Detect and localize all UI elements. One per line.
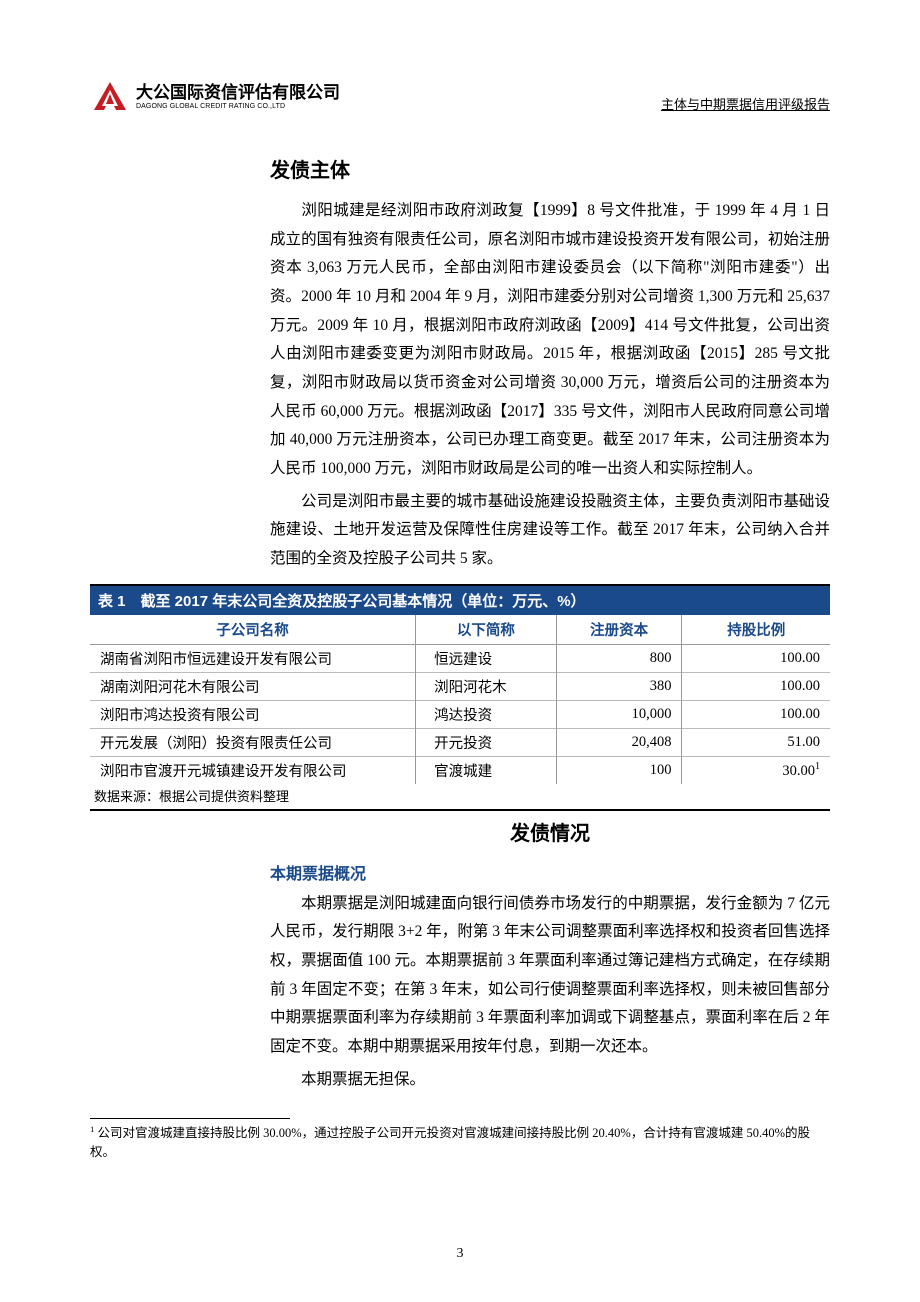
footnote-1: 1 公司对官渡城建直接持股比例 30.00%，通过控股子公司开元投资对官渡城建间… — [90, 1123, 830, 1162]
table-row: 湖南省浏阳市恒远建设开发有限公司恒远建设800100.00 — [90, 644, 830, 672]
section-issuer: 发债主体 浏阳城建是经浏阳市政府浏政复【1999】8 号文件批准，于 1999 … — [270, 154, 830, 574]
page-number: 3 — [0, 1246, 920, 1262]
table-row: 浏阳市鸿达投资有限公司鸿达投资10,000100.00 — [90, 700, 830, 728]
cell-abbr: 鸿达投资 — [416, 700, 557, 728]
cell-abbr: 官渡城建 — [416, 756, 557, 784]
section-title-issuer: 发债主体 — [270, 154, 830, 183]
cell-abbr: 开元投资 — [416, 728, 557, 756]
col-header-capital: 注册资本 — [556, 615, 682, 645]
cell-name: 浏阳市鸿达投资有限公司 — [90, 700, 416, 728]
cell-capital: 20,408 — [556, 728, 682, 756]
footnote-separator — [90, 1118, 290, 1119]
subsidiary-table: 表 1 截至 2017 年末公司全资及控股子公司基本情况（单位：万元、%） 子公… — [90, 584, 830, 811]
logo-text-block: 大公国际资信评估有限公司 DAGONG GLOBAL CREDIT RATING… — [136, 84, 340, 110]
col-header-ratio: 持股比例 — [682, 615, 830, 645]
issuer-paragraph-2-text: 公司是浏阳市最主要的城市基础设施建设投融资主体，主要负责浏阳市基础设施建设、土地… — [270, 493, 830, 567]
logo-company-name-cn: 大公国际资信评估有限公司 — [136, 84, 340, 103]
issuer-paragraph-1-text: 浏阳城建是经浏阳市政府浏政复【1999】8 号文件批准，于 1999 年 4 月… — [270, 202, 830, 477]
cell-capital: 100 — [556, 756, 682, 784]
cell-abbr: 恒远建设 — [416, 644, 557, 672]
issuer-paragraph-1: 浏阳城建是经浏阳市政府浏政复【1999】8 号文件批准，于 1999 年 4 月… — [270, 197, 830, 484]
table-row: 浏阳市官渡开元城镇建设开发有限公司官渡城建10030.001 — [90, 756, 830, 784]
issuance-paragraph-1-text: 本期票据是浏阳城建面向银行间债券市场发行的中期票据，发行金额为 7 亿元人民币，… — [270, 895, 830, 1055]
table-row: 湖南浏阳河花木有限公司浏阳河花木380100.00 — [90, 672, 830, 700]
cell-abbr: 浏阳河花木 — [416, 672, 557, 700]
issuance-paragraph-1: 本期票据是浏阳城建面向银行间债券市场发行的中期票据，发行金额为 7 亿元人民币，… — [270, 890, 830, 1062]
cell-ratio: 30.001 — [682, 756, 830, 784]
cell-ratio: 51.00 — [682, 728, 830, 756]
cell-capital: 380 — [556, 672, 682, 700]
page-header: 大公国际资信评估有限公司 DAGONG GLOBAL CREDIT RATING… — [90, 80, 830, 114]
cell-name: 浏阳市官渡开元城镇建设开发有限公司 — [90, 756, 416, 784]
section-title-issuance: 发债情况 — [270, 817, 830, 846]
cell-name: 湖南省浏阳市恒远建设开发有限公司 — [90, 644, 416, 672]
cell-capital: 800 — [556, 644, 682, 672]
issuance-paragraph-2: 本期票据无担保。 — [270, 1066, 830, 1095]
issuance-paragraph-2-text: 本期票据无担保。 — [301, 1071, 425, 1088]
cell-capital: 10,000 — [556, 700, 682, 728]
logo-mark-icon — [90, 80, 130, 114]
table-row: 开元发展（浏阳）投资有限责任公司开元投资20,40851.00 — [90, 728, 830, 756]
section-issuance: 发债情况 本期票据概况 本期票据是浏阳城建面向银行间债券市场发行的中期票据，发行… — [270, 817, 830, 1095]
cell-ratio: 100.00 — [682, 644, 830, 672]
subsidiary-table-grid: 子公司名称 以下简称 注册资本 持股比例 湖南省浏阳市恒远建设开发有限公司恒远建… — [90, 615, 830, 784]
cell-ratio: 100.00 — [682, 672, 830, 700]
footnote-text: 公司对官渡城建直接持股比例 30.00%，通过控股子公司开元投资对官渡城建间接持… — [90, 1127, 810, 1160]
document-title: 主体与中期票据信用评级报告 — [661, 94, 830, 113]
col-header-abbr: 以下简称 — [416, 615, 557, 645]
table-source-note: 数据来源：根据公司提供资料整理 — [90, 784, 830, 809]
company-logo: 大公国际资信评估有限公司 DAGONG GLOBAL CREDIT RATING… — [90, 80, 340, 114]
cell-ratio: 100.00 — [682, 700, 830, 728]
col-header-name: 子公司名称 — [90, 615, 416, 645]
table-header-row: 子公司名称 以下简称 注册资本 持股比例 — [90, 615, 830, 645]
logo-company-name-en: DAGONG GLOBAL CREDIT RATING CO.,LTD — [136, 103, 340, 110]
cell-name: 开元发展（浏阳）投资有限责任公司 — [90, 728, 416, 756]
table-caption: 表 1 截至 2017 年末公司全资及控股子公司基本情况（单位：万元、%） — [90, 586, 830, 615]
sub-title-overview: 本期票据概况 — [270, 860, 830, 884]
cell-name: 湖南浏阳河花木有限公司 — [90, 672, 416, 700]
issuer-paragraph-2: 公司是浏阳市最主要的城市基础设施建设投融资主体，主要负责浏阳市基础设施建设、土地… — [270, 488, 830, 574]
